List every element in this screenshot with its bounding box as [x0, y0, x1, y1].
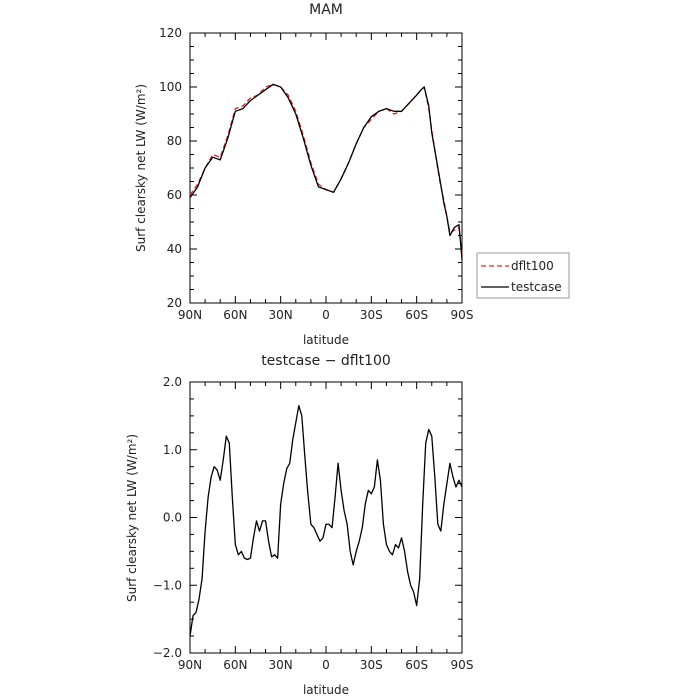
top-x-tick-label: 30S [360, 308, 383, 322]
bottom-x-tick-label: 60S [405, 658, 428, 672]
top-y-tick-label: 100 [159, 80, 182, 94]
top-series-line-testcase [189, 83, 463, 260]
top-chart-title: MAM [309, 2, 343, 18]
top-y-tick-label: 20 [167, 296, 182, 310]
bottom-x-tick-label: 90S [451, 658, 474, 672]
top-series-lines [189, 83, 463, 260]
top-x-axis-label: latitude [303, 333, 349, 347]
bottom-x-tick-label: 60N [223, 658, 247, 672]
top-series-line-dflt100 [189, 83, 463, 255]
bottom-plot-frame [189, 381, 463, 654]
legend-label-dflt100: dflt100 [511, 259, 554, 273]
legend-box [476, 252, 570, 299]
top-y-tick-label: 60 [167, 188, 182, 202]
top-x-tick-label: 30N [269, 308, 293, 322]
bottom-x-axis-label: latitude [303, 683, 349, 697]
top-plot-frame [189, 32, 463, 304]
bottom-ticks: 90N 60N 30N 0 30S 60S 90S −2.0 −1.0 0.0 1.0 2.0 [153, 375, 474, 672]
panel-bottom: testcase − dflt100 90N 60N 30N 0 30S 60S 90S −2… [125, 353, 473, 697]
legend-label-testcase: testcase [511, 280, 562, 294]
bottom-series-lines [189, 405, 463, 637]
top-y-tick-label: 40 [167, 242, 182, 256]
top-x-tick-label: 60S [405, 308, 428, 322]
bottom-x-tick-label: 30S [360, 658, 383, 672]
bottom-y-tick-label: −1.0 [153, 578, 182, 592]
top-x-tick-label: 60N [223, 308, 247, 322]
bottom-y-tick-label: 2.0 [163, 375, 182, 389]
top-y-tick-label: 80 [167, 134, 182, 148]
top-x-tick-label: 0 [322, 308, 330, 322]
top-y-axis-label: Surf clearsky net LW (W/m²) [134, 84, 148, 252]
bottom-x-tick-label: 30N [269, 658, 293, 672]
top-x-tick-label: 90N [178, 308, 202, 322]
bottom-x-tick-label: 0 [322, 658, 330, 672]
bottom-y-tick-label: 1.0 [163, 443, 182, 457]
bottom-y-axis-label: Surf clearsky net LW (W/m²) [125, 434, 139, 602]
top-y-tick-label: 120 [159, 26, 182, 40]
top-ticks: 90N 60N 30N 0 30S 60S 90S 20 40 60 80 100 120 [159, 26, 473, 322]
bottom-x-tick-label: 90N [178, 658, 202, 672]
legend: dflt100 testcase [476, 252, 570, 299]
bottom-series-line-series-0 [189, 405, 463, 637]
bottom-chart-title: testcase − dflt100 [261, 353, 391, 369]
panel-top: MAM 90N 60N 30N 0 30S 60S 90S 20 40 60 80 100 120 la… [134, 2, 473, 347]
bottom-y-tick-label: 0.0 [163, 511, 182, 525]
bottom-y-tick-label: −2.0 [153, 646, 182, 660]
top-x-tick-label: 90S [451, 308, 474, 322]
